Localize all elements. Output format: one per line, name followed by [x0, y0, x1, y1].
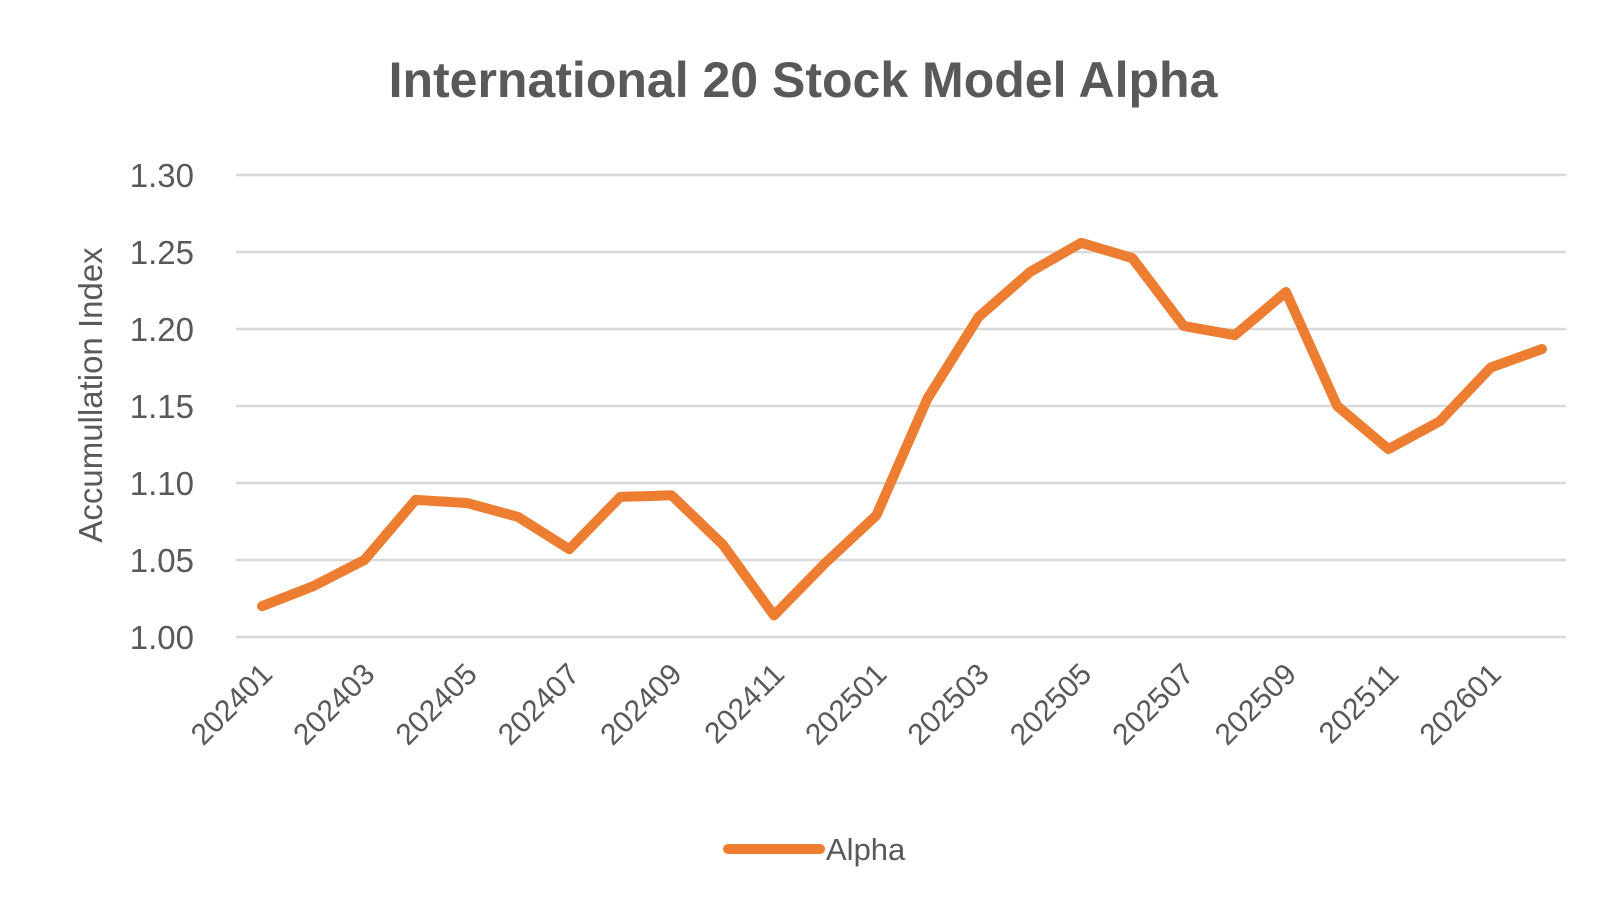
- data-point-202602[interactable]: [1537, 344, 1547, 354]
- data-point-202501[interactable]: [871, 510, 881, 520]
- gridlines: [236, 173, 1566, 639]
- y-axis-ticks: 1.00 1.05 1.10 1.15 1.20 1.25 1.30: [130, 157, 194, 656]
- x-tick-label: 202409: [594, 658, 688, 752]
- y-tick-label: 1.10: [130, 465, 194, 502]
- data-point-202407[interactable]: [564, 544, 574, 554]
- data-point-202509[interactable]: [1281, 287, 1291, 297]
- y-tick-label: 1.25: [130, 234, 194, 271]
- legend-label-alpha: Alpha: [826, 832, 906, 867]
- data-point-202401[interactable]: [257, 601, 267, 611]
- y-tick-label: 1.30: [130, 157, 194, 194]
- x-tick-label: 202411: [698, 658, 791, 751]
- data-point-202408[interactable]: [615, 492, 625, 502]
- y-tick-label: 1.05: [130, 542, 194, 579]
- data-point-202504[interactable]: [1025, 267, 1035, 277]
- data-point-202403[interactable]: [359, 555, 369, 565]
- data-point-202508[interactable]: [1230, 330, 1240, 340]
- x-tick-label: 202505: [1004, 658, 1098, 752]
- chart-title: International 20 Stock Model Alpha: [389, 52, 1219, 108]
- y-axis-label: Accumullation Index: [72, 247, 109, 543]
- x-tick-label: 202601: [1414, 658, 1508, 752]
- data-point-202404[interactable]: [411, 495, 421, 505]
- data-point-202412[interactable]: [820, 558, 830, 568]
- x-axis-ticks: 202401 202403 202405 202407 202409 202411 2025…: [185, 658, 1508, 752]
- x-tick-label: 202403: [287, 658, 381, 752]
- data-point-202405[interactable]: [462, 498, 472, 508]
- data-point-202601[interactable]: [1486, 363, 1496, 373]
- data-point-202502[interactable]: [923, 393, 933, 403]
- data-point-202507[interactable]: [1179, 321, 1189, 331]
- x-tick-label: 202503: [902, 658, 996, 752]
- x-tick-label: 202509: [1209, 658, 1303, 752]
- y-tick-label: 1.00: [130, 619, 194, 656]
- data-point-202506[interactable]: [1127, 253, 1137, 263]
- x-tick-label: 202511: [1313, 658, 1406, 751]
- data-point-202505[interactable]: [1076, 238, 1086, 248]
- y-tick-label: 1.15: [130, 388, 194, 425]
- data-point-202503[interactable]: [974, 312, 984, 322]
- x-tick-label: 202501: [799, 658, 893, 752]
- series-alpha: [257, 237, 1547, 621]
- x-tick-label: 202407: [492, 658, 586, 752]
- x-tick-label: 202405: [390, 658, 484, 752]
- data-point-202512[interactable]: [1435, 416, 1445, 426]
- data-point-202406[interactable]: [513, 512, 523, 522]
- data-point-202409[interactable]: [667, 490, 677, 500]
- data-point-202402[interactable]: [308, 581, 318, 591]
- series-line-alpha: [257, 237, 1547, 621]
- data-point-202410[interactable]: [718, 540, 728, 550]
- data-point-202510[interactable]: [1332, 401, 1342, 411]
- x-tick-label: 202401: [185, 658, 279, 752]
- data-point-202511[interactable]: [1383, 444, 1393, 454]
- y-tick-label: 1.20: [130, 311, 194, 348]
- legend[interactable]: Alpha: [723, 832, 906, 867]
- x-tick-label: 202507: [1106, 658, 1200, 752]
- data-point-202411[interactable]: [769, 610, 779, 620]
